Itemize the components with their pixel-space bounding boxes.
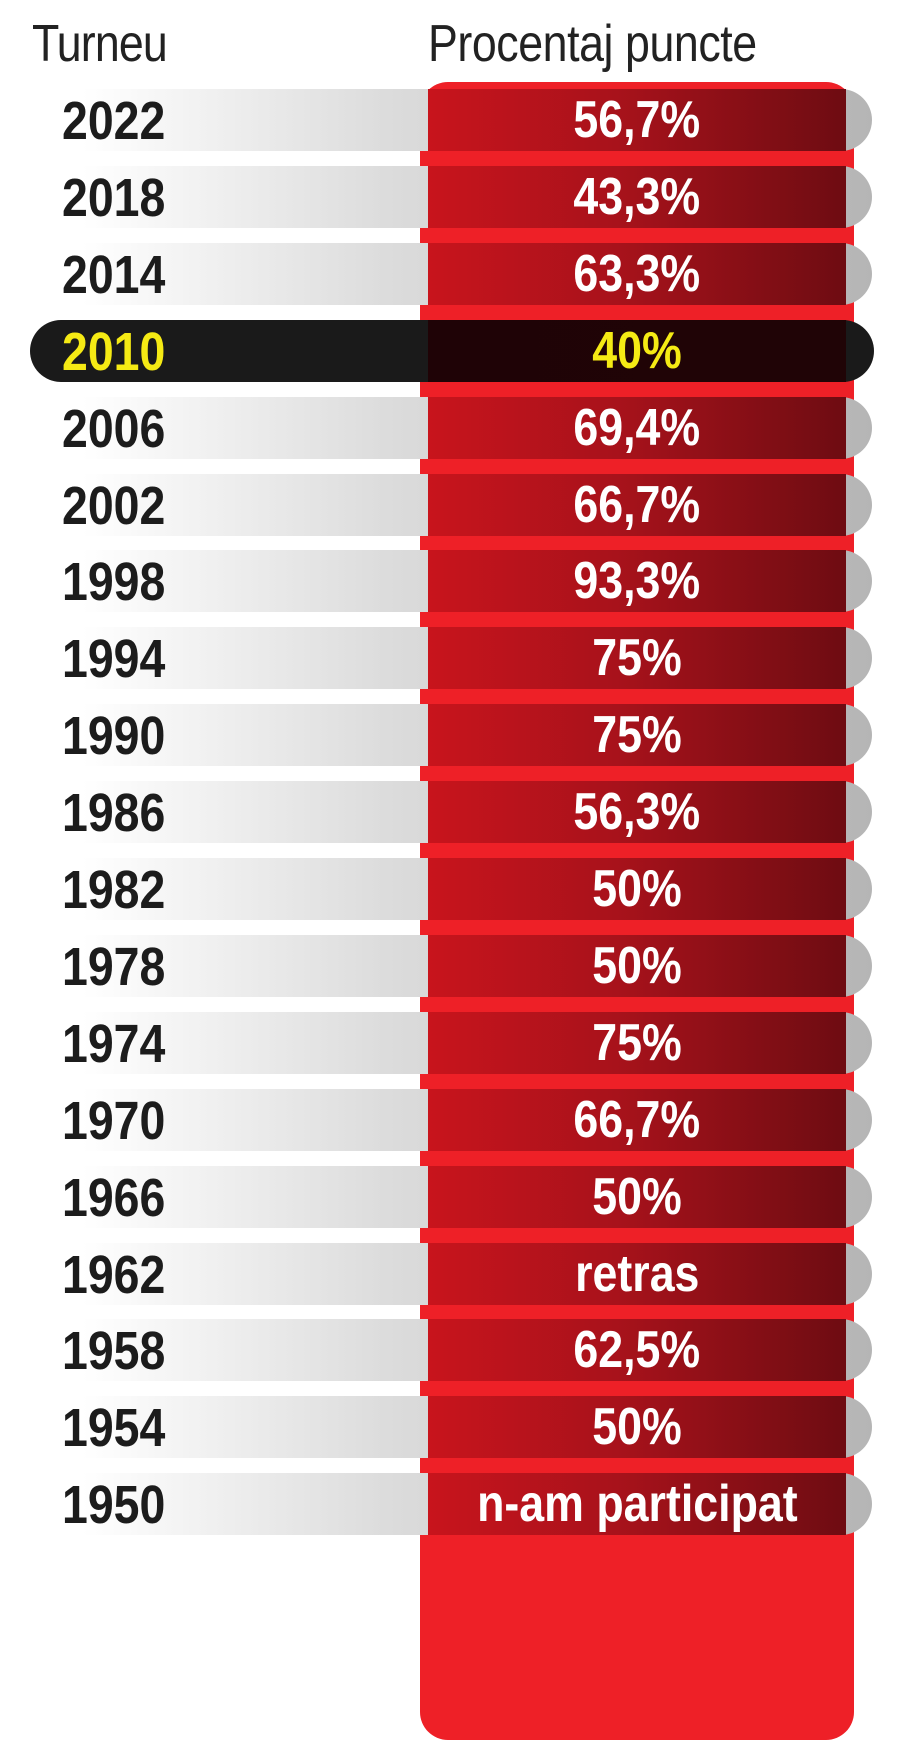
- row-value-cell-background: [428, 1396, 846, 1458]
- row-value-cell-background: [428, 1012, 846, 1074]
- row-year-label: 1998: [62, 552, 166, 612]
- row-percentage-value: 75%: [428, 707, 846, 763]
- row-value-cell-background: [428, 320, 846, 382]
- column-header-year: Turneu: [32, 15, 168, 73]
- table-header: Turneu Procentaj puncte: [0, 14, 900, 84]
- row-year-label: 1966: [62, 1168, 166, 1228]
- row-percentage-value: retras: [428, 1246, 846, 1302]
- table-row: 1998 93,3%: [0, 550, 900, 612]
- row-year-label: 1950: [62, 1475, 166, 1535]
- row-percentage-text: 75%: [592, 706, 682, 764]
- row-value-cell-background: [428, 1473, 846, 1535]
- row-value-cell-background: [428, 89, 846, 151]
- row-percentage-value: 66,7%: [428, 477, 846, 533]
- row-percentage-value: 43,3%: [428, 169, 846, 225]
- table-row: 2022 56,7%: [0, 89, 900, 151]
- row-year-label: 2022: [62, 91, 166, 151]
- row-value-cell-background: [428, 166, 846, 228]
- row-percentage-text: 66,7%: [573, 476, 701, 534]
- row-value-cell-background: [428, 858, 846, 920]
- table-row: 1978 50%: [0, 935, 900, 997]
- row-year-label: 1970: [62, 1091, 166, 1151]
- table-row: 1990 75%: [0, 704, 900, 766]
- table-row: 1962 retras: [0, 1243, 900, 1305]
- row-percentage-text: 50%: [592, 1168, 682, 1226]
- table-row: 2006 69,4%: [0, 397, 900, 459]
- row-percentage-value: 50%: [428, 861, 846, 917]
- row-percentage-value: 40%: [428, 323, 846, 379]
- row-percentage-value: 50%: [428, 938, 846, 994]
- row-year-label: 2006: [62, 399, 166, 459]
- table-row: 1982 50%: [0, 858, 900, 920]
- row-percentage-value: 93,3%: [428, 553, 846, 609]
- row-percentage-text: 75%: [592, 1014, 682, 1072]
- row-year-label: 1986: [62, 783, 166, 843]
- row-percentage-value: n-am participat: [428, 1476, 846, 1532]
- row-value-cell-background: [428, 397, 846, 459]
- row-year-label: 2002: [62, 476, 166, 536]
- row-percentage-value: 63,3%: [428, 246, 846, 302]
- row-percentage-text: 43,3%: [573, 168, 701, 226]
- row-percentage-value: 50%: [428, 1399, 846, 1455]
- row-value-cell-background: [428, 243, 846, 305]
- table-row: 2014 63,3%: [0, 243, 900, 305]
- row-percentage-value: 75%: [428, 630, 846, 686]
- row-percentage-text: 63,3%: [573, 245, 701, 303]
- table-row: 1994 75%: [0, 627, 900, 689]
- row-percentage-text: 66,7%: [573, 1091, 701, 1149]
- row-percentage-value: 69,4%: [428, 400, 846, 456]
- row-percentage-value: 56,3%: [428, 784, 846, 840]
- row-percentage-value: 75%: [428, 1015, 846, 1071]
- row-value-cell-background: [428, 781, 846, 843]
- row-value-cell-background: [428, 474, 846, 536]
- row-percentage-text: 50%: [592, 1398, 682, 1456]
- table-row: 1966 50%: [0, 1166, 900, 1228]
- table-row: 1958 62,5%: [0, 1319, 900, 1381]
- row-year-label: 1994: [62, 629, 166, 689]
- row-percentage-text: 50%: [592, 860, 682, 918]
- row-value-cell-background: [428, 1089, 846, 1151]
- row-year-label: 2018: [62, 168, 166, 228]
- row-year-label: 1978: [62, 937, 166, 997]
- row-percentage-text: 62,5%: [573, 1321, 701, 1379]
- row-percentage-value: 62,5%: [428, 1322, 846, 1378]
- table-row: 2010 40%: [0, 320, 900, 382]
- row-percentage-value: 66,7%: [428, 1092, 846, 1148]
- table-row: 1986 56,3%: [0, 781, 900, 843]
- row-year-label: 1954: [62, 1398, 166, 1458]
- row-percentage-text: 69,4%: [573, 399, 701, 457]
- table-row: 1970 66,7%: [0, 1089, 900, 1151]
- row-percentage-text: 75%: [592, 629, 682, 687]
- row-percentage-value: 50%: [428, 1169, 846, 1225]
- table-row: 2018 43,3%: [0, 166, 900, 228]
- row-value-cell-background: [428, 704, 846, 766]
- row-year-label: 1982: [62, 860, 166, 920]
- row-value-cell-background: [428, 1166, 846, 1228]
- row-year-label: 1962: [62, 1245, 166, 1305]
- row-percentage-value: 56,7%: [428, 92, 846, 148]
- row-percentage-text: n-am participat: [476, 1475, 798, 1533]
- table-row: 2002 66,7%: [0, 474, 900, 536]
- row-percentage-text: 56,3%: [573, 783, 701, 841]
- row-percentage-text: retras: [574, 1245, 700, 1303]
- row-value-cell-background: [428, 550, 846, 612]
- table-row: 1954 50%: [0, 1396, 900, 1458]
- table-row: 1950 n-am participat: [0, 1473, 900, 1535]
- row-year-label: 1990: [62, 706, 166, 766]
- row-percentage-text: 56,7%: [573, 91, 701, 149]
- row-value-cell-background: [428, 627, 846, 689]
- row-year-label: 2014: [62, 245, 166, 305]
- row-year-label: 1974: [62, 1014, 166, 1074]
- row-percentage-text: 50%: [592, 937, 682, 995]
- column-header-percentage: Procentaj puncte: [428, 15, 757, 73]
- row-year-label: 2010: [62, 322, 166, 382]
- table-row: 1974 75%: [0, 1012, 900, 1074]
- row-value-cell-background: [428, 1319, 846, 1381]
- row-value-cell-background: [428, 935, 846, 997]
- row-percentage-text: 40%: [592, 322, 682, 380]
- row-value-cell-background: [428, 1243, 846, 1305]
- row-year-label: 1958: [62, 1321, 166, 1381]
- row-percentage-text: 93,3%: [573, 552, 701, 610]
